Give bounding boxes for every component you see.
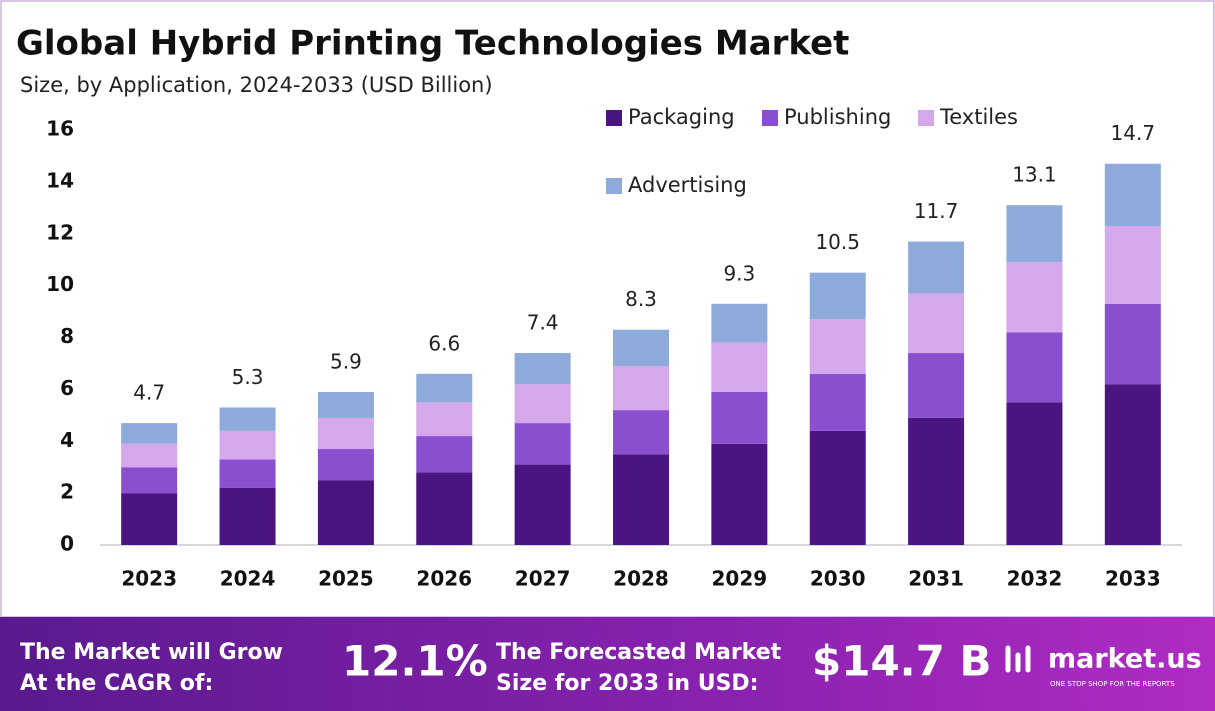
y-tick-label: 2: [60, 480, 74, 504]
bar-segment: [416, 472, 473, 545]
forecast-label: The Forecasted Market: [496, 640, 782, 665]
bar-segment: [1006, 402, 1063, 545]
legend-label: Textiles: [939, 105, 1018, 129]
total-label: 14.7: [1111, 121, 1156, 145]
x-tick-label: 2026: [416, 567, 472, 591]
bar-segment: [1006, 262, 1063, 333]
logo-icon: [1005, 645, 1031, 673]
x-tick-label: 2028: [613, 567, 669, 591]
footer-banner: [0, 617, 1215, 711]
total-label: 6.6: [428, 331, 460, 355]
total-label: 10.5: [815, 230, 860, 254]
tagline: ONE STOP SHOP FOR THE REPORTS: [1050, 680, 1175, 688]
x-tick-label: 2024: [220, 567, 276, 591]
total-label: 4.7: [133, 381, 165, 405]
bar-segment: [121, 423, 178, 444]
bar-segment: [711, 391, 768, 444]
y-tick-label: 10: [46, 272, 74, 296]
bar-segment: [219, 407, 276, 431]
x-tick-label: 2030: [810, 567, 866, 591]
bar-segment: [711, 303, 768, 343]
total-label: 7.4: [527, 311, 559, 335]
forecast-label: Size for 2033 in USD:: [496, 671, 759, 696]
y-tick-label: 12: [46, 220, 74, 244]
total-label: 5.9: [330, 349, 362, 373]
bar-segment: [317, 480, 374, 545]
bar-segment: [1104, 225, 1161, 304]
bar-segment: [1006, 205, 1063, 263]
bar-segment: [809, 319, 866, 374]
legend-label: Advertising: [628, 173, 747, 197]
bar-segment: [514, 464, 571, 545]
y-tick-label: 6: [60, 376, 74, 400]
bar-segment: [711, 342, 768, 392]
y-tick-label: 4: [60, 428, 74, 452]
bar-segment: [416, 373, 473, 403]
bar-segment: [809, 272, 866, 320]
forecast-value: $14.7 B: [812, 637, 991, 686]
cagr-value: 12.1%: [342, 637, 488, 686]
bar-segment: [514, 384, 571, 424]
x-tick-label: 2025: [318, 567, 374, 591]
bar-segment: [219, 430, 276, 460]
bar-segment: [1006, 332, 1063, 403]
bar-segment: [1104, 303, 1161, 385]
chart-subtitle: Size, by Application, 2024-2033 (USD Bil…: [20, 73, 493, 97]
bar-segment: [514, 423, 571, 465]
legend-swatch: [918, 110, 934, 126]
legend-swatch: [762, 110, 778, 126]
y-tick-label: 0: [60, 532, 74, 556]
bar-segment: [613, 366, 669, 411]
bar-segment: [1104, 163, 1161, 226]
x-tick-label: 2027: [515, 567, 571, 591]
bar-segment: [613, 410, 669, 455]
bar-segment: [121, 493, 178, 545]
chart-title: Global Hybrid Printing Technologies Mark…: [16, 24, 849, 64]
brand: market.us: [1048, 644, 1202, 675]
x-tick-label: 2031: [908, 567, 964, 591]
bar-segment: [219, 487, 276, 545]
bar-segment: [317, 417, 374, 450]
bar-segment: [416, 402, 473, 437]
bar-segment: [908, 417, 965, 545]
bar-segment: [613, 454, 669, 545]
x-tick-label: 2023: [121, 567, 177, 591]
x-tick-label: 2032: [1007, 567, 1063, 591]
y-tick-label: 16: [46, 117, 74, 141]
bar-segment: [908, 241, 965, 294]
legend-swatch: [606, 178, 622, 194]
total-label: 11.7: [914, 199, 959, 223]
total-label: 8.3: [625, 287, 657, 311]
x-tick-label: 2033: [1105, 567, 1161, 591]
legend-label: Packaging: [628, 105, 735, 129]
bar-segment: [219, 459, 276, 488]
x-tick-label: 2029: [712, 567, 768, 591]
bar-segment: [908, 293, 965, 354]
bar-segment: [121, 443, 178, 468]
cagr-label: The Market will Grow: [20, 640, 283, 665]
total-label: 5.3: [232, 365, 264, 389]
legend-swatch: [606, 110, 622, 126]
total-label: 9.3: [723, 261, 755, 285]
y-tick-label: 8: [60, 324, 74, 348]
bar-segment: [809, 373, 866, 431]
y-tick-label: 14: [46, 168, 74, 192]
bar-segment: [1104, 384, 1161, 545]
bar-segment: [416, 436, 473, 473]
bar-segment: [317, 449, 374, 481]
total-label: 13.1: [1012, 163, 1057, 187]
bar-segment: [613, 329, 669, 367]
bar-segment: [809, 430, 866, 545]
bar-segment: [711, 443, 768, 545]
bar-segment: [317, 391, 374, 418]
bar-segment: [121, 467, 178, 494]
legend-label: Publishing: [784, 105, 891, 129]
bar-segment: [908, 353, 965, 418]
bar-segment: [514, 353, 571, 385]
cagr-label: At the CAGR of:: [20, 671, 213, 696]
